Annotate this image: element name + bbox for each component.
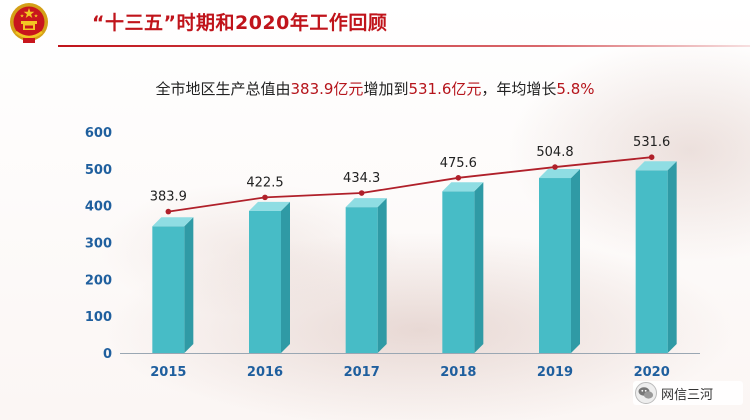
summary-end-value: 531.6亿元 (408, 80, 482, 98)
summary-start-value: 383.9亿元 (290, 80, 364, 98)
bar (442, 191, 475, 353)
line-point (358, 190, 365, 196)
x-tick-label: 2019 (537, 365, 573, 380)
bar-top (442, 182, 484, 192)
watermark: 网信三河 (633, 381, 743, 405)
bar-side (474, 182, 484, 353)
bar (635, 170, 668, 353)
x-tick-label: 2017 (344, 365, 380, 380)
summary-sentence: 全市地区生产总值由383.9亿元增加到531.6亿元，年均增长5.8% (0, 78, 750, 99)
line-point (552, 164, 558, 170)
y-tick-label: 300 (85, 237, 112, 252)
data-label: 422.5 (246, 175, 283, 190)
wechat-icon (635, 382, 657, 404)
bar (152, 226, 185, 353)
bar-top (345, 198, 387, 208)
national-emblem-icon (10, 3, 48, 43)
summary-suffix: ，年均增长 (481, 80, 557, 98)
bar (249, 210, 281, 353)
line-point (165, 208, 172, 215)
bar-side (184, 217, 194, 353)
bar-top (539, 169, 580, 179)
y-tick-label: 600 (85, 126, 112, 141)
line-point (648, 154, 655, 160)
data-label: 434.3 (343, 171, 380, 186)
header-bar: “十三五”时期和2020年工作回顾 (0, 0, 750, 50)
y-tick-label: 0 (103, 347, 112, 362)
summary-middle: 增加到 (363, 80, 409, 98)
data-label: 531.6 (633, 135, 670, 150)
bar (345, 207, 378, 353)
bar-top (152, 217, 194, 227)
bar-top (249, 201, 290, 211)
watermark-text: 网信三河 (661, 388, 714, 403)
x-tick-label: 2016 (247, 365, 283, 380)
bar-top (635, 161, 677, 171)
line-point (262, 194, 268, 201)
x-tick-label: 2020 (634, 365, 670, 380)
y-tick-label: 200 (85, 273, 112, 288)
bar-side (281, 201, 290, 353)
bar-side (571, 169, 580, 353)
line-point (455, 175, 462, 181)
bar (539, 178, 571, 353)
x-tick-label: 2018 (440, 365, 476, 380)
summary-growth-rate: 5.8% (556, 80, 595, 98)
data-label: 383.9 (150, 190, 187, 205)
data-label: 504.8 (536, 145, 573, 160)
x-tick-label: 2015 (150, 365, 186, 380)
bar-side (667, 161, 677, 353)
bar-side (377, 198, 387, 353)
data-label: 475.6 (440, 156, 477, 171)
y-tick-label: 500 (85, 163, 112, 178)
summary-prefix: 全市地区生产总值由 (155, 80, 291, 98)
gdp-line (168, 156, 652, 213)
slide-title: “十三五”时期和2020年工作回顾 (92, 12, 388, 34)
y-tick-label: 100 (85, 310, 112, 325)
y-tick-label: 400 (85, 200, 112, 215)
header-divider (58, 45, 750, 47)
